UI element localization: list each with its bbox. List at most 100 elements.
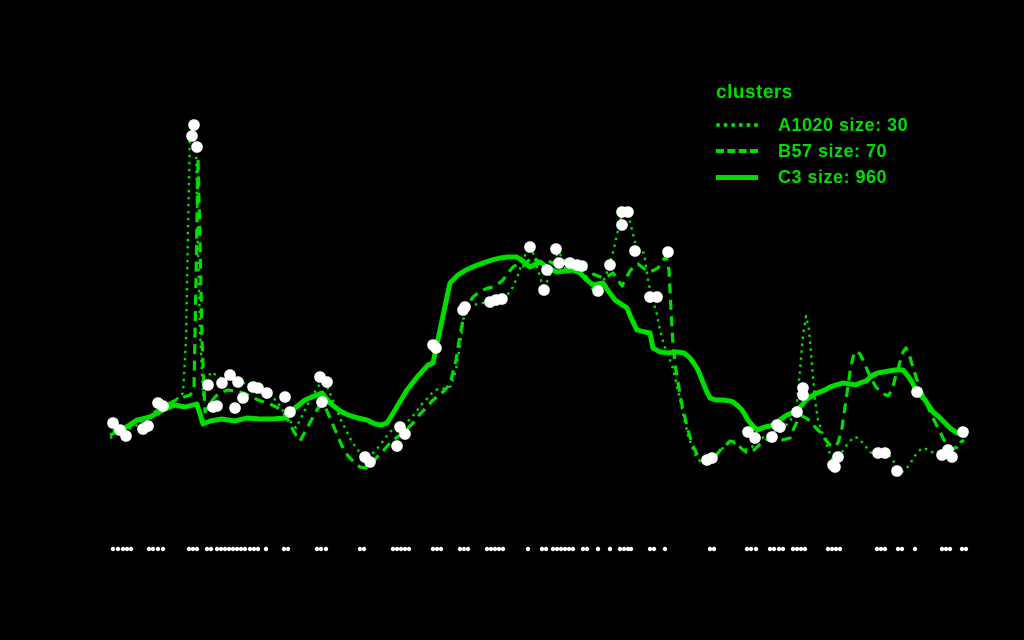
rug-point [790,546,796,552]
rug-point [251,546,257,552]
rug-point [647,546,653,552]
rug-point [285,546,291,552]
rug-point [160,546,166,552]
rug-point [120,546,126,552]
rug-point [584,546,590,552]
data-point [252,382,264,394]
rug-point [878,546,884,552]
rug-point [496,546,502,552]
data-point [459,301,471,313]
rug-point [357,546,363,552]
rug-point [798,546,804,552]
data-point [829,461,841,473]
rug-point [947,546,953,552]
rug-point [492,546,498,552]
legend-title: clusters [716,82,793,103]
data-point [399,428,411,440]
rug-point [651,546,657,552]
rug-point [621,546,627,552]
rug-point [434,546,440,552]
data-point [706,452,718,464]
rug-point [394,546,400,552]
rug-point [767,546,773,552]
rug-point [707,546,713,552]
rug-point [230,546,236,552]
rug-point [753,546,759,552]
data-point [553,257,565,269]
data-point [496,293,508,305]
rug-point [711,546,717,552]
legend-label-c3: C3 size: 960 [778,166,888,187]
rug-point [390,546,396,552]
dotted-line-sample-icon [716,123,758,127]
data-point [279,391,291,403]
rug-point [550,546,556,552]
rug-point [214,546,220,552]
rug-point [959,546,965,552]
data-point [541,264,553,276]
series-line-c3 [112,254,966,436]
rug-point [539,546,545,552]
solid-line-sample-icon [716,174,758,180]
series-line-b57 [109,156,965,470]
rug-point [570,546,576,552]
rug-point [939,546,945,552]
data-point [538,284,550,296]
data-point [832,451,844,463]
rug-point [457,546,463,552]
data-point [616,219,628,231]
data-point [188,119,200,131]
rug-point [562,546,568,552]
rug-point [238,546,244,552]
legend-item-a1020: A1020 size: 30 [716,112,908,138]
data-point [364,456,376,468]
rug-point [607,546,613,552]
rug-point [406,546,412,552]
rug-point [780,546,786,552]
rug-point [912,546,918,552]
rug-point [525,546,531,552]
data-point [946,451,958,463]
rug-point [829,546,835,552]
rug-point [617,546,623,552]
rug-point [943,546,949,552]
rug-point [361,546,367,552]
rug-point [628,546,634,552]
rug-point [208,546,214,552]
data-point [216,377,228,389]
data-point [391,440,403,452]
data-point [629,245,641,257]
rug-point [662,546,668,552]
data-point [604,259,616,271]
rug-point [110,546,116,552]
rug-point [247,546,253,552]
data-point [157,400,169,412]
data-point [592,285,604,297]
data-point [766,431,778,443]
rug-point [318,546,324,552]
rug-point [776,546,782,552]
rug-point [115,546,121,552]
data-point [430,342,442,354]
rug-point [543,546,549,552]
rug-point [222,546,228,552]
rug-point [874,546,880,552]
rug-point [895,546,901,552]
data-point [797,389,809,401]
rug-point [744,546,750,552]
data-point [202,379,214,391]
rug-point [899,546,905,552]
data-point [186,130,198,142]
rug-point [558,546,564,552]
data-point [321,376,333,388]
rug-point [484,546,490,552]
rug-point [128,546,134,552]
rug-point [186,546,192,552]
rug-point [554,546,560,552]
data-point [576,260,588,272]
rug-point [833,546,839,552]
data-point [651,291,663,303]
legend-label-a1020: A1020 size: 30 [778,114,909,135]
